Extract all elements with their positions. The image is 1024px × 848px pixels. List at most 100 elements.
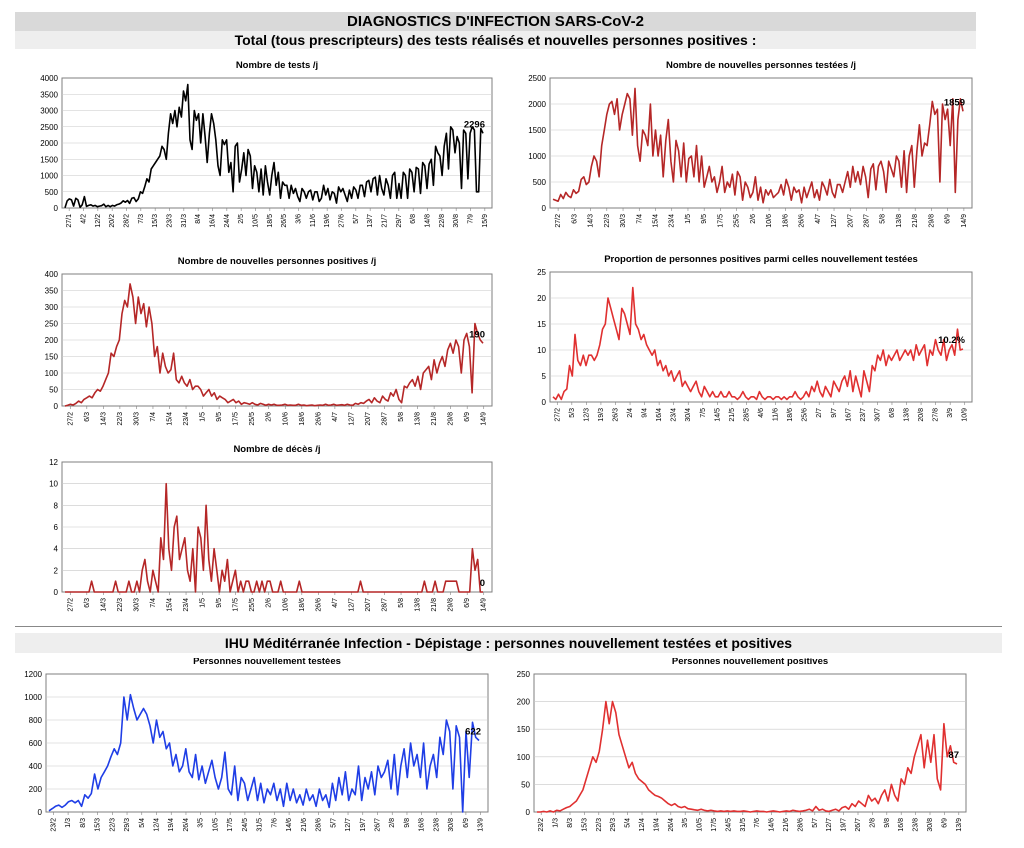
y-tick-label: 0 [54, 204, 59, 213]
x-tick-label: 28/5 [743, 408, 750, 422]
x-tick-label: 1/5 [685, 214, 692, 224]
x-tick-label: 5/4 [139, 818, 146, 828]
x-tick-label: 26/4 [668, 818, 675, 832]
y-tick-label: 4000 [40, 74, 58, 83]
page-subtitle-banner: Total (tous prescripteurs) des tests réa… [15, 31, 976, 49]
x-tick-label: 7/4 [636, 214, 643, 224]
x-tick-label: 19/4 [168, 818, 175, 832]
chart-panel-newpositive: Nombre de nouvelles personnes positives … [20, 250, 502, 442]
y-tick-label: 500 [533, 178, 547, 187]
x-tick-label: 26/6 [799, 214, 806, 228]
end-value-label: 622 [465, 726, 481, 737]
x-tick-label: 10/5 [212, 818, 219, 832]
x-tick-label: 18/6 [299, 412, 306, 426]
x-tick-label: 19/4 [653, 818, 660, 832]
chart-title: Nombre de nouvelles personnes positives … [178, 256, 377, 267]
plot-frame [549, 77, 973, 209]
x-tick-label: 11/6 [310, 214, 317, 227]
y-tick-label: 1500 [40, 155, 58, 164]
x-tick-label: 26/6 [315, 598, 322, 612]
x-tick-label: 1/5 [200, 412, 207, 422]
x-tick-label: 4/6 [758, 408, 765, 418]
x-tick-label: 12/3 [583, 408, 590, 422]
chart-ihu-tested: Personnes nouvellement testées 0 200 400 600… [24, 656, 489, 832]
x-tick-label: 8/3 [567, 818, 574, 828]
y-tick-label: 150 [45, 353, 59, 362]
x-tick-label: 23/4 [669, 214, 676, 228]
y-tick-label: 2500 [40, 123, 58, 132]
y-tick-label: 100 [517, 753, 531, 762]
x-tick-label: 5/8 [880, 214, 887, 224]
x-tick-label: 17/5 [233, 598, 240, 612]
x-tick-label: 15/4 [167, 412, 174, 426]
y-tick-label: 3500 [40, 90, 58, 99]
x-tick-label: 23/2 [50, 818, 57, 832]
y-tick-label: 200 [29, 785, 43, 794]
x-tick-label: 1/5 [200, 598, 207, 608]
x-tick-label: 6/9 [464, 412, 471, 422]
x-tick-label: 14/9 [481, 598, 488, 612]
plot-frame [533, 673, 967, 813]
x-tick-label: 12/4 [639, 818, 646, 832]
x-tick-label: 23/4 [183, 598, 190, 612]
series-line [64, 283, 484, 407]
x-tick-label: 5/7 [330, 818, 337, 828]
series-line [537, 700, 958, 813]
x-tick-label: 23/2 [538, 818, 545, 832]
x-tick-label: 22/3 [596, 818, 603, 832]
y-tick-label: 5 [542, 372, 547, 381]
x-tick-label: 14/9 [481, 412, 488, 426]
x-tick-label: 2/6 [266, 598, 273, 608]
x-tick-label: 30/8 [448, 818, 455, 832]
x-tick-label: 8/4 [195, 214, 202, 224]
page-title: DIAGNOSTICS D'INFECTION SARS-CoV-2 [347, 13, 644, 30]
section2-title-banner: IHU Méditérranée Infection - Dépistage :… [15, 633, 1002, 653]
x-tick-label: 30/8 [927, 818, 934, 832]
x-tick-label: 13/8 [896, 214, 903, 228]
x-tick-label: 17/5 [233, 412, 240, 426]
section2-title: IHU Méditérranée Infection - Dépistage :… [224, 635, 793, 651]
x-tick-label: 30/7 [874, 408, 881, 422]
x-tick-label: 13/8 [904, 408, 911, 422]
plot-frame [549, 271, 973, 403]
x-tick-label: 20/7 [847, 214, 854, 228]
x-tick-label: 12/7 [348, 412, 355, 426]
x-tick-label: 29/8 [928, 214, 935, 228]
x-tick-label: 16/8 [419, 818, 426, 832]
series-line [65, 482, 483, 593]
page-subtitle: Total (tous prescripteurs) des tests réa… [234, 32, 757, 48]
x-tick-label: 27/6 [339, 214, 346, 228]
x-tick-label: 5/8 [398, 412, 405, 422]
y-tick-label: 400 [45, 270, 59, 279]
x-tick-label: 26/3 [612, 408, 619, 422]
chart-newpositive: Nombre de nouvelles personnes positives … [45, 256, 493, 426]
x-tick-label: 3/6 [296, 214, 303, 224]
x-tick-label: 29/7 [396, 214, 403, 228]
x-tick-label: 23/8 [913, 818, 920, 832]
x-tick-label: 7/4 [150, 412, 157, 422]
chart-title: Nombre de tests /j [236, 60, 318, 71]
x-tick-label: 30/3 [133, 598, 140, 612]
x-tick-label: 5/4 [625, 818, 632, 828]
x-tick-label: 12/2 [95, 214, 102, 228]
x-tick-label: 16/8 [898, 818, 905, 832]
y-tick-label: 0 [54, 402, 59, 411]
y-tick-label: 50 [49, 386, 58, 395]
y-tick-label: 250 [517, 670, 531, 679]
x-tick-label: 13/8 [415, 598, 422, 612]
x-tick-label: 6/9 [945, 214, 952, 224]
x-tick-label: 12/7 [831, 214, 838, 228]
y-tick-label: 400 [29, 762, 43, 771]
x-tick-label: 14/3 [100, 598, 107, 612]
x-tick-label: 15/3 [581, 818, 588, 832]
x-tick-label: 5/7 [353, 214, 360, 224]
y-tick-label: 25 [537, 268, 546, 277]
x-tick-label: 19/6 [324, 214, 331, 228]
x-tick-label: 26/6 [315, 412, 322, 426]
x-tick-label: 9/7 [831, 408, 838, 418]
x-tick-label: 6/9 [464, 598, 471, 608]
x-tick-label: 16/4 [210, 214, 217, 228]
x-tick-label: 7/4 [150, 598, 157, 608]
x-tick-label: 21/8 [431, 412, 438, 426]
x-tick-label: 27/8 [933, 408, 940, 422]
